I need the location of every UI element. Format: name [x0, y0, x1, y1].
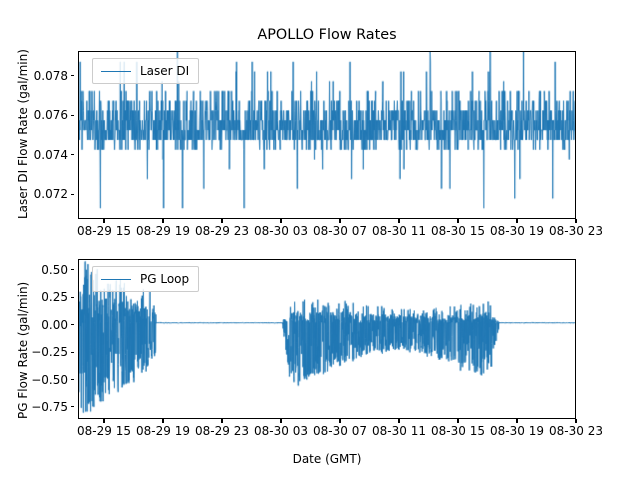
- legend-laser-di[interactable]: Laser DI: [92, 58, 199, 84]
- y-tick-bottom-2: 0.00: [0, 319, 74, 331]
- x-tick-label: 08-30 03: [254, 224, 308, 238]
- top-plot-y-axis: 0.078 0.076 0.074 0.072: [0, 51, 74, 219]
- y-tick-top-0: 0.078: [0, 70, 74, 82]
- legend-pg-loop[interactable]: PG Loop: [92, 266, 199, 292]
- x-tick-mark: [103, 419, 104, 423]
- x-tick-mark: [280, 219, 281, 223]
- x-tick-label: 08-30 15: [431, 424, 485, 438]
- x-tick-mark: [516, 219, 517, 223]
- x-tick-label: 08-30 15: [431, 224, 485, 238]
- x-tick-mark: [280, 419, 281, 423]
- y-tick-mark: [71, 194, 75, 195]
- top-plot-axes: Laser DI: [78, 51, 576, 219]
- x-tick-mark: [575, 419, 576, 423]
- legend-line-icon: [101, 279, 131, 280]
- x-axis-title: Date (GMT): [78, 452, 576, 466]
- x-tick-mark: [457, 419, 458, 423]
- y-tick-mark: [71, 352, 75, 353]
- top-plot-y-axis-title: Laser DI Flow Rate (gal/min): [16, 49, 30, 219]
- y-tick-bottom-1: 0.25: [0, 291, 74, 303]
- y-tick-label: 0.076: [34, 109, 68, 121]
- y-tick-bottom-0: 0.50: [0, 264, 74, 276]
- x-tick-label: 08-30 23: [549, 224, 603, 238]
- y-tick-label: 0.00: [41, 319, 68, 331]
- y-tick-mark: [71, 154, 75, 155]
- x-tick-mark: [398, 219, 399, 223]
- y-tick-label: 0.50: [41, 264, 68, 276]
- x-tick-label: 08-30 11: [372, 224, 426, 238]
- x-tick-label: 08-30 19: [490, 424, 544, 438]
- legend-line-icon: [101, 71, 131, 72]
- y-tick-label: −0.75: [31, 401, 68, 413]
- y-tick-label: −0.25: [31, 346, 68, 358]
- top-plot-x-axis: 08-29 15 08-29 19 08-29 23 08-30 03 08-3…: [78, 219, 576, 241]
- x-tick-mark: [457, 219, 458, 223]
- x-tick-mark: [339, 219, 340, 223]
- y-tick-mark: [71, 379, 75, 380]
- x-tick-mark: [575, 219, 576, 223]
- y-tick-label: 0.078: [34, 70, 68, 82]
- x-tick-mark: [516, 419, 517, 423]
- x-tick-label: 08-30 19: [490, 224, 544, 238]
- x-tick-label: 08-30 03: [254, 424, 308, 438]
- x-tick-mark: [221, 419, 222, 423]
- x-tick-label: 08-29 23: [195, 424, 249, 438]
- x-tick-mark: [339, 419, 340, 423]
- bottom-plot-y-axis: 0.50 0.25 0.00 −0.25 −0.50 −0.75: [0, 259, 74, 419]
- x-tick-label: 08-30 07: [313, 224, 367, 238]
- y-tick-label: 0.072: [34, 188, 68, 200]
- y-tick-mark: [71, 297, 75, 298]
- y-tick-bottom-4: −0.50: [0, 374, 74, 386]
- x-tick-mark: [162, 219, 163, 223]
- y-tick-top-3: 0.072: [0, 188, 74, 200]
- x-tick-label: 08-29 23: [195, 224, 249, 238]
- y-tick-bottom-5: −0.75: [0, 401, 74, 413]
- x-tick-label: 08-29 15: [77, 224, 131, 238]
- y-tick-label: 0.25: [41, 291, 68, 303]
- legend-label-laser-di: Laser DI: [140, 65, 189, 78]
- x-tick-mark: [103, 219, 104, 223]
- x-tick-label: 08-30 07: [313, 424, 367, 438]
- y-tick-mark: [71, 269, 75, 270]
- x-tick-label: 08-30 11: [372, 424, 426, 438]
- x-tick-label: 08-29 19: [136, 224, 190, 238]
- y-tick-top-1: 0.076: [0, 109, 74, 121]
- bottom-plot-x-axis: 08-29 15 08-29 19 08-29 23 08-30 03 08-3…: [78, 419, 576, 441]
- y-tick-mark: [71, 75, 75, 76]
- matplotlib-figure: APOLLO Flow Rates Laser DI 0.078 0.076 0…: [0, 0, 640, 480]
- x-tick-label: 08-29 19: [136, 424, 190, 438]
- y-tick-label: −0.50: [31, 374, 68, 386]
- x-tick-label: 08-29 15: [77, 424, 131, 438]
- y-tick-label: 0.074: [34, 149, 68, 161]
- y-tick-mark: [71, 324, 75, 325]
- x-tick-label: 08-30 23: [549, 424, 603, 438]
- legend-label-pg-loop: PG Loop: [140, 273, 189, 286]
- bottom-plot-y-axis-title: PG Flow Rate (gal/min): [16, 282, 30, 419]
- bottom-plot-axes: PG Loop: [78, 259, 576, 419]
- y-tick-mark: [71, 115, 75, 116]
- y-tick-mark: [71, 406, 75, 407]
- page-title: APOLLO Flow Rates: [78, 27, 576, 43]
- x-tick-mark: [221, 219, 222, 223]
- y-tick-top-2: 0.074: [0, 149, 74, 161]
- x-tick-mark: [398, 419, 399, 423]
- x-tick-mark: [162, 419, 163, 423]
- y-tick-bottom-3: −0.25: [0, 346, 74, 358]
